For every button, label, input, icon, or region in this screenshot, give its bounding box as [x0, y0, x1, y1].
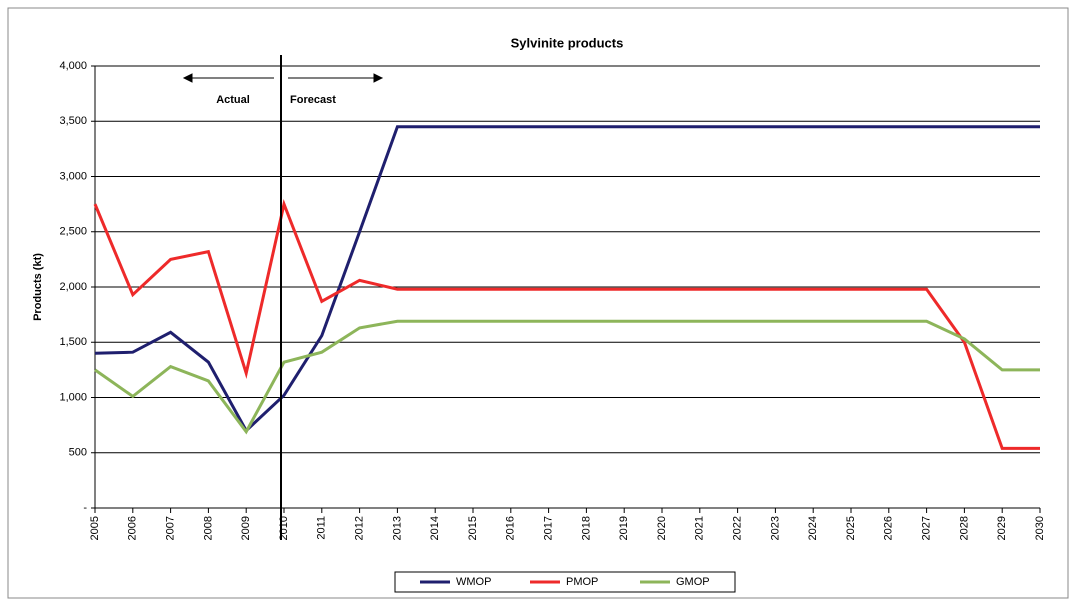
y-tick-label: 2,500: [59, 226, 87, 238]
y-tick-label: 1,000: [59, 391, 87, 403]
arrow-head: [373, 73, 384, 83]
x-tick-label: 2012: [354, 516, 366, 540]
x-tick-label: 2008: [202, 516, 214, 540]
x-tick-label: 2021: [694, 516, 706, 540]
chart-border: [7, 7, 1069, 599]
annotation: Actual: [216, 94, 250, 106]
x-tick-label: 2028: [958, 516, 970, 540]
x-tick-label: 2025: [845, 516, 857, 540]
x-tick-label: 2007: [165, 516, 177, 540]
x-tick-label: 2024: [807, 516, 819, 540]
x-tick-label: 2016: [505, 516, 517, 540]
x-tick-label: 2029: [996, 516, 1008, 540]
x-tick-label: 2005: [89, 516, 101, 540]
arrows: [182, 73, 384, 83]
y-tick-label: 500: [69, 447, 87, 459]
line-series: [94, 125, 1040, 434]
x-tick-label: 2026: [883, 516, 895, 540]
y-tick-label: 2,000: [59, 281, 87, 293]
y-axis-label: Products (kt): [32, 253, 44, 321]
y-tick-label: -: [83, 502, 87, 514]
annotation: Forecast: [290, 94, 336, 106]
x-tick-label: 2022: [732, 516, 744, 540]
line-series: [93, 198, 1040, 450]
x-tick-label: 2014: [429, 516, 441, 540]
chart-title: Sylvinite products: [511, 35, 624, 50]
x-tick-label: 2009: [240, 516, 252, 540]
x-tick-label: 2011: [316, 516, 328, 540]
x-tick-label: 2019: [618, 516, 630, 540]
legend-label: GMOP: [676, 576, 710, 588]
arrow-head: [182, 73, 193, 83]
line-series: [94, 319, 1040, 435]
y-tick-label: 3,000: [59, 170, 87, 182]
x-tick-label: 2017: [543, 516, 555, 540]
y-tick-label: 4,000: [59, 60, 87, 72]
y-tick-label: 3,500: [59, 115, 87, 127]
x-tick-label: 2027: [921, 516, 933, 540]
x-tick-label: 2020: [656, 516, 668, 540]
y-tick-label: 1,500: [59, 336, 87, 348]
x-tick-label: 2023: [769, 516, 781, 540]
x-tick-label: 2006: [127, 516, 139, 540]
x-tick-label: 2018: [580, 516, 592, 540]
legend-label: PMOP: [566, 576, 598, 588]
x-tick-label: 2015: [467, 516, 479, 540]
x-tick-label: 2030: [1034, 516, 1046, 540]
x-tick-label: 2013: [391, 516, 403, 540]
legend-label: WMOP: [456, 576, 491, 588]
x-tick-label: 2010: [278, 516, 290, 540]
legend-box: [394, 571, 736, 593]
